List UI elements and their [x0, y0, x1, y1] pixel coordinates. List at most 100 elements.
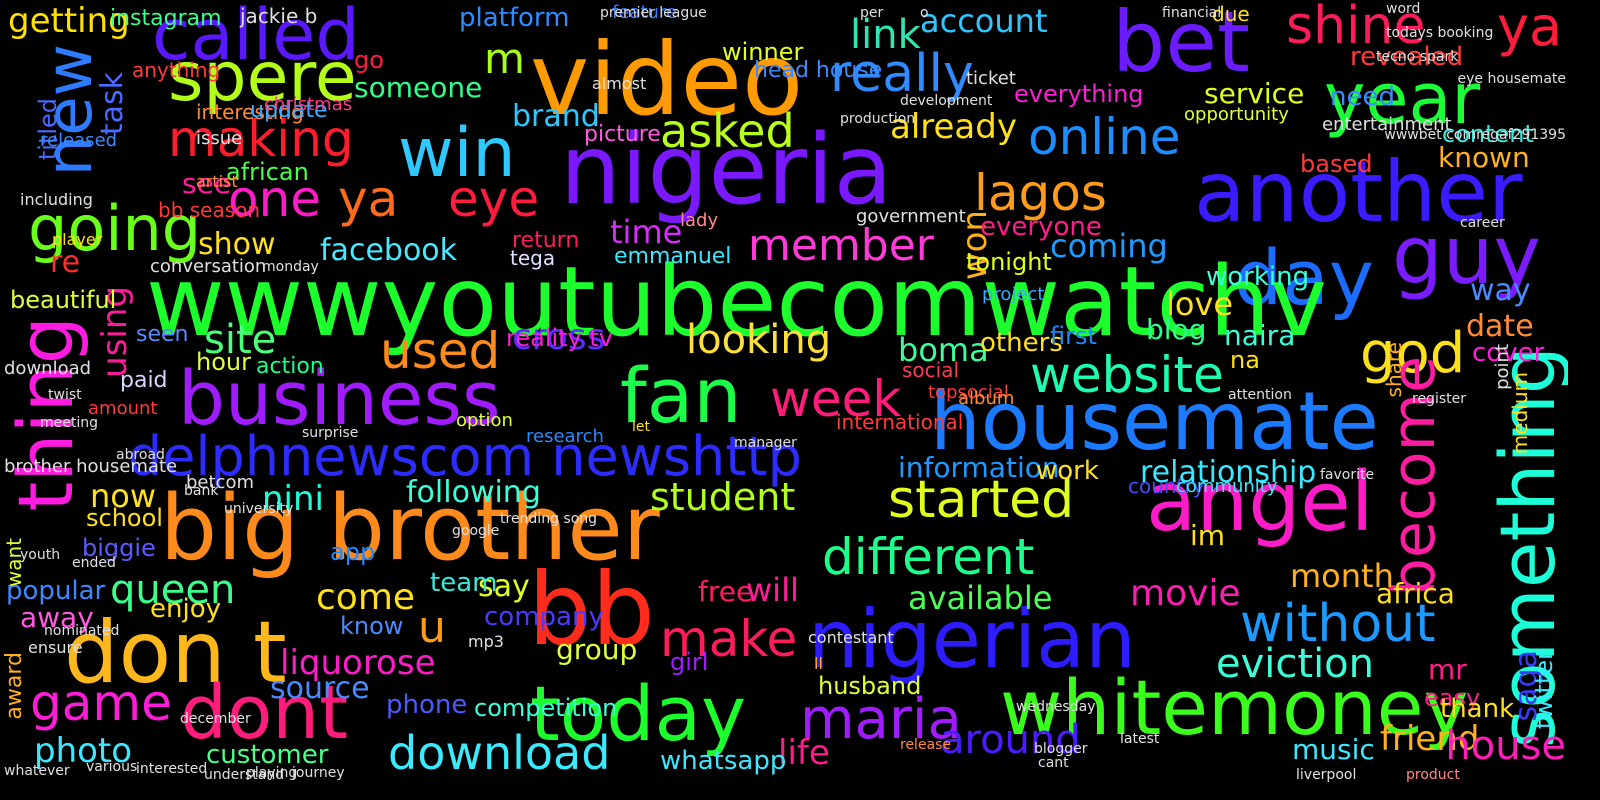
cloud-word: eye	[448, 170, 540, 228]
cloud-word: abroad	[116, 447, 165, 463]
cloud-word: journey	[292, 765, 345, 781]
cloud-word: christmas	[264, 94, 353, 115]
cloud-word: opportunity	[1184, 104, 1289, 125]
cloud-word: mp3	[468, 632, 504, 651]
cloud-word: bet	[1112, 0, 1250, 91]
cloud-word: member	[748, 220, 934, 271]
cloud-word: month	[1290, 557, 1394, 595]
cloud-word: work	[1036, 456, 1099, 486]
cloud-word: thank	[1440, 694, 1515, 724]
cloud-word: source	[270, 671, 370, 706]
cloud-word: wwwyoutubecomwatchv	[146, 246, 1327, 358]
cloud-word: task	[95, 72, 130, 136]
cloud-word: head house	[754, 58, 883, 83]
cloud-word: emmanuel	[614, 244, 732, 269]
cloud-word: social	[902, 358, 960, 382]
cloud-word: playing	[246, 765, 298, 781]
cloud-word: surprise	[302, 425, 359, 441]
cloud-word: queen	[110, 567, 236, 613]
cloud-word: ticket	[966, 68, 1016, 89]
cloud-word: feature	[612, 2, 677, 23]
cloud-word: love	[1166, 285, 1234, 323]
word-cloud: getting called video platform feature account…	[0, 0, 1568, 784]
cloud-word: going	[28, 192, 202, 265]
cloud-word: wwwbet comregaf291395	[1384, 127, 1566, 143]
cloud-word: cover	[1472, 338, 1545, 368]
cloud-word: understand	[204, 767, 285, 783]
cloud-word: brand	[512, 99, 600, 134]
cloud-word: called	[152, 0, 360, 76]
cloud-word: premier league	[600, 5, 707, 21]
cloud-word: free	[698, 575, 754, 608]
cloud-word: popular	[6, 576, 106, 606]
cloud-word: mr	[1428, 653, 1467, 686]
cloud-word: today	[530, 669, 747, 758]
cloud-word: tonight	[966, 248, 1052, 276]
cloud-word: university	[224, 501, 294, 517]
cloud-word: used	[380, 322, 501, 380]
cloud-word: u	[418, 602, 446, 653]
cloud-word: see	[182, 167, 232, 200]
cloud-word: african	[226, 158, 309, 186]
cloud-word: career	[1460, 215, 1505, 231]
cloud-word: tega	[510, 246, 556, 270]
cloud-word: interested	[136, 761, 208, 777]
cloud-word: biggie	[82, 534, 156, 562]
cloud-word: date	[1466, 309, 1534, 344]
cloud-word: attention	[1228, 387, 1292, 403]
cloud-word: seen	[136, 322, 189, 347]
cloud-word: twitter	[1530, 650, 1558, 730]
cloud-word: everything	[1014, 80, 1144, 108]
cloud-word: interesting	[196, 100, 304, 124]
cloud-word: naira	[1224, 319, 1296, 352]
cloud-word: na	[1230, 346, 1260, 374]
cloud-word: product	[1406, 767, 1460, 783]
cloud-word: boma	[898, 331, 989, 369]
cloud-word: cant	[1038, 755, 1069, 771]
cloud-word: amount	[88, 398, 158, 419]
cloud-word: started	[888, 470, 1075, 530]
cloud-word: nigeria	[560, 114, 893, 226]
cloud-word: favorite	[1320, 467, 1375, 483]
cloud-word: bb	[528, 551, 655, 668]
cloud-word: year	[1324, 58, 1481, 140]
cloud-word: house	[1445, 723, 1566, 769]
cloud-word: december	[180, 711, 251, 727]
cloud-word: go	[354, 46, 384, 74]
cloud-word: will	[746, 571, 799, 609]
cloud-word: financial	[1162, 5, 1222, 21]
cloud-word: life	[778, 733, 830, 773]
cloud-word: google	[452, 523, 500, 539]
cloud-word: jackie b	[240, 4, 318, 28]
cloud-word: team	[430, 568, 498, 598]
cloud-word: monday	[262, 259, 319, 275]
cloud-word: conversation	[150, 256, 267, 277]
cloud-word: asked	[660, 104, 795, 158]
cloud-word: community	[1176, 476, 1278, 497]
cloud-word: ya	[1497, 0, 1563, 58]
cloud-word: various	[86, 759, 138, 775]
cloud-word: album	[958, 388, 1015, 409]
cloud-word: girl	[670, 648, 709, 676]
cloud-word: come	[316, 577, 416, 618]
cloud-word: due	[1212, 2, 1250, 26]
cloud-word: eye housemate	[1457, 71, 1567, 87]
cloud-word: online	[1028, 108, 1181, 166]
cloud-word: week	[770, 370, 902, 428]
cloud-word: based	[1300, 150, 1373, 178]
cloud-word: contestant	[808, 628, 894, 647]
cloud-word: working	[1206, 262, 1310, 292]
cloud-word: information	[898, 451, 1060, 484]
cloud-word: different	[822, 528, 1035, 586]
cloud-word: without	[1240, 594, 1436, 654]
cloud-word: big brother	[160, 476, 660, 581]
cloud-word: production	[840, 111, 916, 127]
cloud-word: day	[1234, 233, 1374, 322]
cloud-word: released	[40, 130, 118, 151]
cloud-word: almost	[592, 74, 647, 93]
cloud-word: latest	[1120, 731, 1160, 747]
cloud-word: away	[20, 601, 94, 634]
cloud-word: customer	[206, 740, 329, 770]
cloud-word: thing	[1, 316, 90, 512]
cloud-word: coming	[1050, 227, 1168, 265]
